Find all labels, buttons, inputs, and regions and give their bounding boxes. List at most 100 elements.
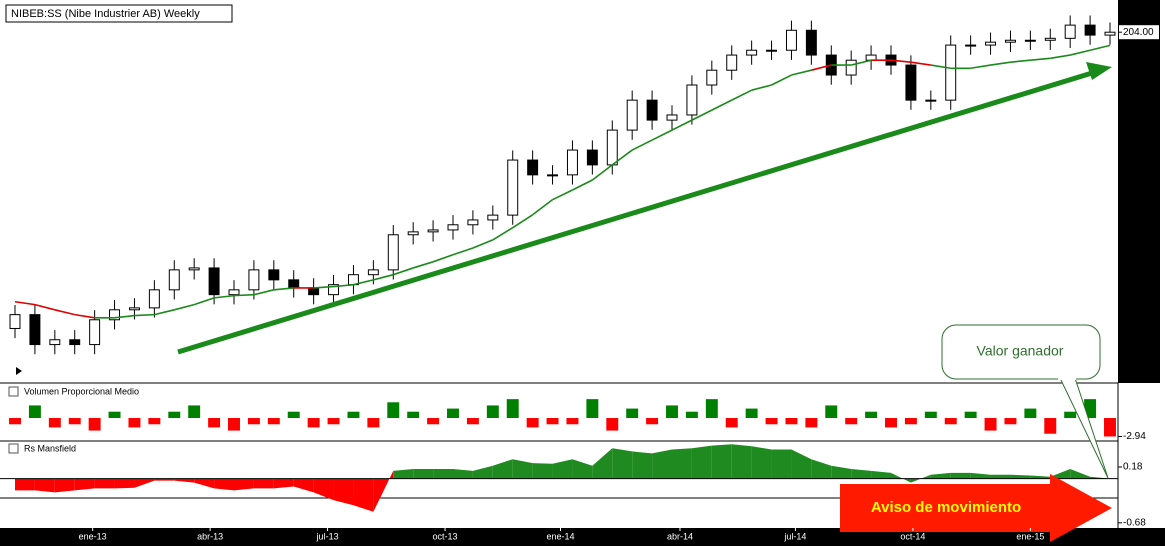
volume-bar	[447, 408, 459, 418]
volume-bar	[964, 411, 977, 418]
candle-body	[1104, 31, 1116, 36]
candle-body	[586, 149, 598, 166]
moving-average	[393, 267, 414, 276]
candle-body	[1024, 39, 1036, 42]
area-segment	[353, 478, 374, 512]
moving-average	[193, 297, 215, 306]
volume-bar	[685, 411, 698, 418]
callout-box	[941, 324, 1101, 380]
area-segment	[94, 478, 115, 489]
marker	[16, 367, 22, 375]
moving-average	[771, 74, 792, 86]
moving-average	[1089, 44, 1111, 52]
moving-average	[373, 273, 394, 281]
moving-average	[273, 287, 294, 291]
callout-text: Valor ganador	[977, 343, 1064, 359]
x-tick-label: abr-14	[667, 531, 693, 541]
panel-icon	[8, 386, 19, 397]
moving-average	[532, 199, 554, 216]
area-segment	[373, 470, 394, 512]
candle-body	[965, 44, 977, 47]
moving-average	[1069, 49, 1091, 56]
moving-average	[631, 139, 653, 151]
signal-text: Aviso de movimiento	[871, 499, 1021, 516]
area-segment	[1030, 475, 1051, 479]
area-segment	[393, 468, 414, 479]
volume-bar	[208, 418, 221, 428]
panel-icon	[8, 443, 19, 454]
area-segment	[891, 472, 911, 483]
moving-average	[850, 59, 872, 66]
area-segment	[572, 459, 593, 479]
volume-bar	[427, 418, 440, 425]
price-axis-strip	[1118, 0, 1160, 383]
volume-bar	[88, 418, 101, 431]
area-segment	[253, 478, 274, 489]
area-segment	[34, 478, 55, 493]
area-segment	[811, 459, 832, 479]
moving-average	[691, 109, 713, 121]
x-tick-label: jul-13	[316, 531, 339, 541]
volume-bar	[885, 418, 897, 428]
area-segment	[433, 468, 453, 479]
candle-body	[805, 29, 817, 56]
volume-bar	[1104, 418, 1116, 437]
candle-body	[367, 269, 379, 276]
area-segment	[174, 478, 195, 483]
candle-body	[985, 41, 997, 46]
area-segment	[592, 448, 613, 479]
volume-bar	[1004, 418, 1017, 425]
moving-average	[353, 279, 374, 286]
moving-average	[432, 253, 454, 263]
volume-bar	[904, 418, 917, 425]
volume-bar	[745, 408, 758, 418]
x-tick-label: ene-15	[1016, 531, 1044, 541]
candle-body	[487, 214, 499, 221]
volume-bar	[108, 411, 121, 418]
volume-bar	[247, 418, 260, 425]
moving-average	[313, 285, 334, 289]
area-segment	[751, 446, 772, 479]
volume-bar	[586, 399, 599, 418]
volume-bar	[606, 418, 619, 431]
area-segment	[771, 449, 792, 479]
candle-body	[1084, 24, 1096, 36]
area-segment	[293, 478, 314, 493]
moving-average	[114, 314, 135, 319]
candle-body	[925, 99, 937, 102]
volume-bar	[267, 418, 280, 425]
x-tick-label: abr-13	[197, 531, 223, 541]
moving-average	[333, 283, 354, 288]
candle-body	[1064, 24, 1076, 39]
moving-average	[552, 189, 573, 201]
candle-body	[785, 29, 797, 51]
area-segment	[512, 459, 533, 479]
candle-body	[527, 159, 539, 176]
candle-body	[168, 269, 180, 291]
moving-average	[671, 119, 693, 131]
volume-bar	[327, 418, 340, 425]
moving-average	[930, 64, 951, 70]
title-box	[5, 4, 233, 23]
moving-average	[1010, 59, 1031, 63]
panel-title: Rs Mansfield	[24, 443, 76, 453]
volume-bar	[526, 418, 539, 428]
moving-average	[14, 300, 36, 306]
candle-body	[566, 149, 578, 176]
area-segment	[532, 463, 553, 479]
candle-body	[89, 319, 101, 346]
candle-body	[706, 69, 718, 86]
volume-bar	[367, 418, 380, 428]
volume-bar	[1064, 411, 1077, 418]
x-tick-label: ene-13	[79, 531, 107, 541]
candle-body	[148, 289, 160, 309]
moving-average	[174, 303, 195, 311]
candle-body	[547, 174, 559, 177]
area-segment	[214, 478, 234, 491]
area-segment	[691, 445, 712, 479]
volume-bar	[347, 411, 360, 418]
volume-bar	[68, 418, 81, 425]
candle-body	[945, 44, 957, 101]
volume-bar	[9, 418, 21, 425]
